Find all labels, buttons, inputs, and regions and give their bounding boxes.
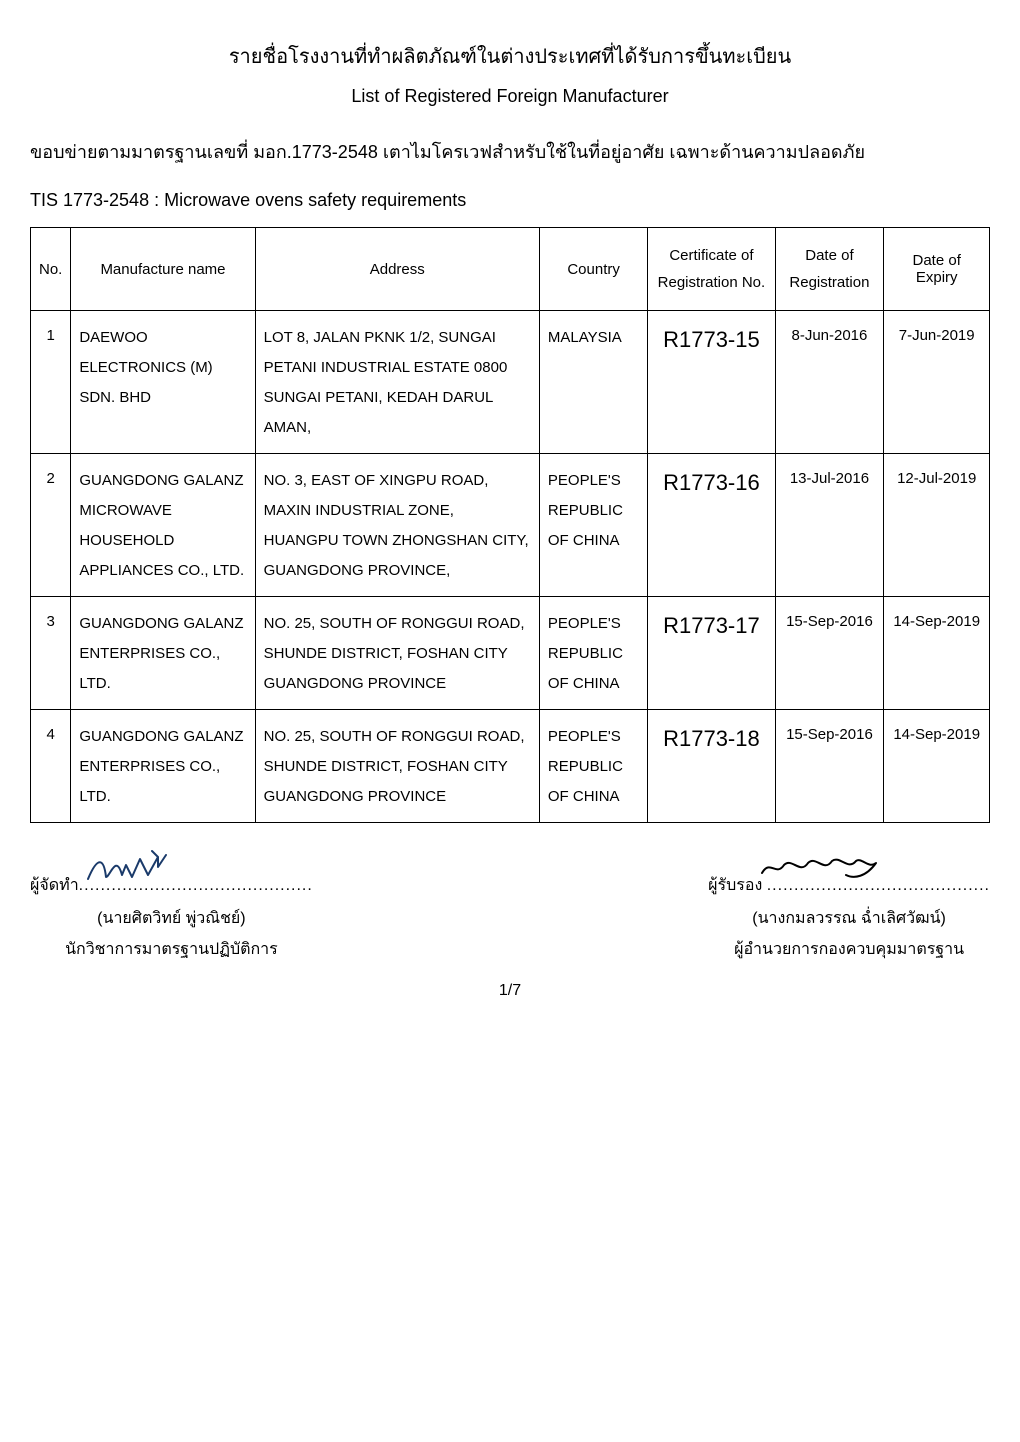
signature-left-wrap: ผู้จัดทำ................................…	[30, 873, 313, 898]
table-header-row: No. Manufacture name Address Country Cer…	[31, 228, 990, 311]
cell-address: NO. 3, EAST OF XINGPU ROAD, MAXIN INDUST…	[255, 454, 539, 597]
cell-name: GUANGDONG GALANZ ENTERPRISES CO., LTD.	[71, 710, 255, 823]
cert-no: R1773-16	[663, 470, 760, 495]
footer: ผู้จัดทำ................................…	[30, 873, 990, 962]
th-address: Address	[255, 228, 539, 311]
cert-no: R1773-18	[663, 726, 760, 751]
table-row: 2 GUANGDONG GALANZ MICROWAVE HOUSEHOLD A…	[31, 454, 990, 597]
cell-cert: R1773-18	[648, 710, 775, 823]
footer-left: ผู้จัดทำ................................…	[30, 873, 313, 962]
title-section: รายชื่อโรงงานที่ทำผลิตภัณฑ์ในต่างประเทศท…	[30, 40, 990, 107]
signature-right-icon	[756, 853, 906, 883]
th-no: No.	[31, 228, 71, 311]
scope-text: ขอบข่ายตามมาตรฐานเลขที่ มอก.1773-2548 เต…	[30, 137, 990, 166]
title-main: รายชื่อโรงงานที่ทำผลิตภัณฑ์ในต่างประเทศท…	[30, 40, 990, 72]
cell-datereg: 13-Jul-2016	[775, 454, 884, 597]
cell-country: MALAYSIA	[539, 311, 647, 454]
standard-code: TIS 1773-2548 : Microwave ovens safety r…	[30, 190, 990, 211]
cell-datereg: 15-Sep-2016	[775, 710, 884, 823]
th-country: Country	[539, 228, 647, 311]
footer-left-title: นักวิชาการมาตรฐานปฏิบัติการ	[30, 937, 313, 962]
page-number: 1/7	[30, 982, 990, 1000]
sig-label-right: ผู้รับรอง	[708, 873, 762, 898]
signature-right-wrap: ผู้รับรอง ..............................…	[708, 873, 990, 898]
cell-no: 3	[31, 597, 71, 710]
cell-country: PEOPLE'S REPUBLIC OF CHINA	[539, 454, 647, 597]
cert-no: R1773-15	[663, 327, 760, 352]
cell-address: NO. 25, SOUTH OF RONGGUI ROAD, SHUNDE DI…	[255, 597, 539, 710]
title-sub: List of Registered Foreign Manufacturer	[30, 86, 990, 107]
th-datereg: Date ofRegistration	[775, 228, 884, 311]
cell-name: DAEWOO ELECTRONICS (M) SDN. BHD	[71, 311, 255, 454]
table-row: 1 DAEWOO ELECTRONICS (M) SDN. BHD LOT 8,…	[31, 311, 990, 454]
footer-right: ผู้รับรอง ..............................…	[708, 873, 990, 962]
cell-datereg: 15-Sep-2016	[775, 597, 884, 710]
cell-cert: R1773-15	[648, 311, 775, 454]
cert-no: R1773-17	[663, 613, 760, 638]
table-row: 4 GUANGDONG GALANZ ENTERPRISES CO., LTD.…	[31, 710, 990, 823]
cell-country: PEOPLE'S REPUBLIC OF CHINA	[539, 710, 647, 823]
cell-country: PEOPLE'S REPUBLIC OF CHINA	[539, 597, 647, 710]
cell-name: GUANGDONG GALANZ ENTERPRISES CO., LTD.	[71, 597, 255, 710]
cell-dateexp: 12-Jul-2019	[884, 454, 990, 597]
signature-left-icon	[80, 847, 220, 887]
cell-no: 2	[31, 454, 71, 597]
th-name: Manufacture name	[71, 228, 255, 311]
th-cert: Certificate ofRegistration No.	[648, 228, 775, 311]
th-dateexp: Date of Expiry	[884, 228, 990, 311]
cell-cert: R1773-17	[648, 597, 775, 710]
cell-dateexp: 7-Jun-2019	[884, 311, 990, 454]
cell-no: 1	[31, 311, 71, 454]
manufacturer-table: No. Manufacture name Address Country Cer…	[30, 227, 990, 823]
cell-no: 4	[31, 710, 71, 823]
cell-name: GUANGDONG GALANZ MICROWAVE HOUSEHOLD APP…	[71, 454, 255, 597]
cell-address: NO. 25, SOUTH OF RONGGUI ROAD, SHUNDE DI…	[255, 710, 539, 823]
cell-address: LOT 8, JALAN PKNK 1/2, SUNGAI PETANI IND…	[255, 311, 539, 454]
sig-label-left: ผู้จัดทำ	[30, 873, 79, 898]
footer-right-name: (นางกมลวรรณ ฉ่ำเลิศวัฒน์)	[708, 906, 990, 931]
footer-right-title: ผู้อำนวยการกองควบคุมมาตรฐาน	[708, 937, 990, 962]
cell-dateexp: 14-Sep-2019	[884, 597, 990, 710]
cell-dateexp: 14-Sep-2019	[884, 710, 990, 823]
table-body: 1 DAEWOO ELECTRONICS (M) SDN. BHD LOT 8,…	[31, 311, 990, 823]
cell-datereg: 8-Jun-2016	[775, 311, 884, 454]
cell-cert: R1773-16	[648, 454, 775, 597]
footer-left-name: (นายศิตวิทย์ พู่วณิชย์)	[30, 906, 313, 931]
table-row: 3 GUANGDONG GALANZ ENTERPRISES CO., LTD.…	[31, 597, 990, 710]
